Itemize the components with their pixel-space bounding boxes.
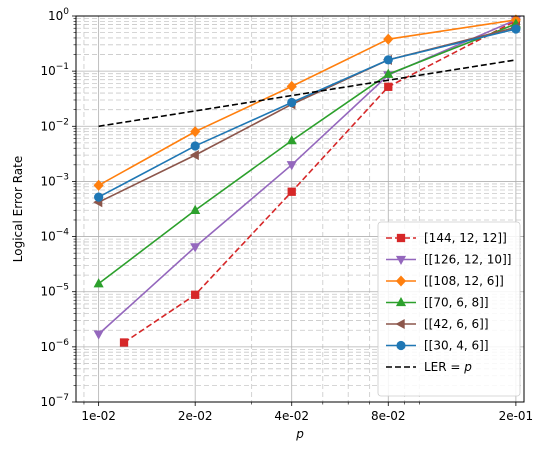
data-point [190,204,201,214]
data-point [511,24,521,34]
data-point [383,55,393,65]
data-point [94,192,104,202]
data-point [93,330,104,340]
legend-entry: [[108, 12, 6]] [386,274,504,288]
y-tick-label: 10−4 [40,228,69,244]
y-tick-label: 100 [48,7,69,23]
data-point [287,97,297,108]
data-point [286,135,297,145]
data-point [190,243,201,253]
x-tick-label: 8e-02 [371,409,406,423]
data-point [395,255,407,266]
legend-entry: [144, 12, 12]] [386,231,507,245]
y-tick-label: 10−2 [40,117,69,133]
x-tick-label: 1e-02 [81,409,116,423]
y-tick-label: 10−5 [40,283,69,299]
legend: [144, 12, 12]] [[126, 12, 10]] [[108, 12, … [377,221,521,397]
data-point [396,233,406,243]
series-4 [93,22,520,208]
data-point [286,161,297,171]
data-point [395,296,407,307]
y-tick-label: 10−7 [40,393,69,409]
data-point [396,340,406,351]
data-point [191,290,200,299]
plot-frame [75,15,525,403]
legend-label: [144, 12, 12]] [424,231,507,245]
data-point [93,179,104,191]
series-2 [93,14,521,191]
grid [76,15,524,403]
data-point [190,141,200,151]
y-tick-label: 10−3 [40,172,69,188]
tick-layer: 1e-02 2e-02 4e-02 8e-02 2e-01 10−7 10−6 10−5 10−… [40,7,533,423]
series-line [98,59,517,128]
y-axis-label: Logical Error Rate [11,156,25,262]
legend-label: [[70, 6, 8]] [424,296,489,310]
legend-box [377,221,521,397]
data-point [395,275,407,287]
legend-entry: [[42, 6, 6]] [386,317,489,331]
y-tick-label: 10−6 [40,338,69,354]
series-layer [93,14,521,347]
data-point [286,80,297,92]
series-6 [98,59,517,128]
legend-entry: [[126, 12, 10]] [386,253,511,267]
x-tick-label: 2e-02 [178,409,213,423]
data-point [383,33,394,45]
legend-label: [[30, 4, 6]] [424,339,489,353]
legend-entry: LER = p [386,360,472,374]
x-axis-label: p [295,427,304,441]
legend-label: LER = p [424,360,472,374]
legend-label: [[108, 12, 6]] [424,274,504,288]
x-tick-label: 2e-01 [499,409,534,423]
x-tick-label: 4e-02 [274,409,309,423]
data-point [190,126,201,138]
legend-entry: [[30, 4, 6]] [386,339,489,353]
legend-entry: [[70, 6, 8]] [386,296,489,310]
data-point [395,318,405,330]
data-point [287,187,296,196]
legend-label: [[126, 12, 10]] [424,253,511,267]
data-point [189,150,199,161]
data-point [384,82,393,91]
series-5 [94,24,521,202]
data-point [383,68,394,78]
legend-label: [[42, 6, 6]] [424,317,489,331]
data-point [119,338,129,347]
data-point [93,278,104,288]
y-tick-label: 10−1 [40,62,69,78]
